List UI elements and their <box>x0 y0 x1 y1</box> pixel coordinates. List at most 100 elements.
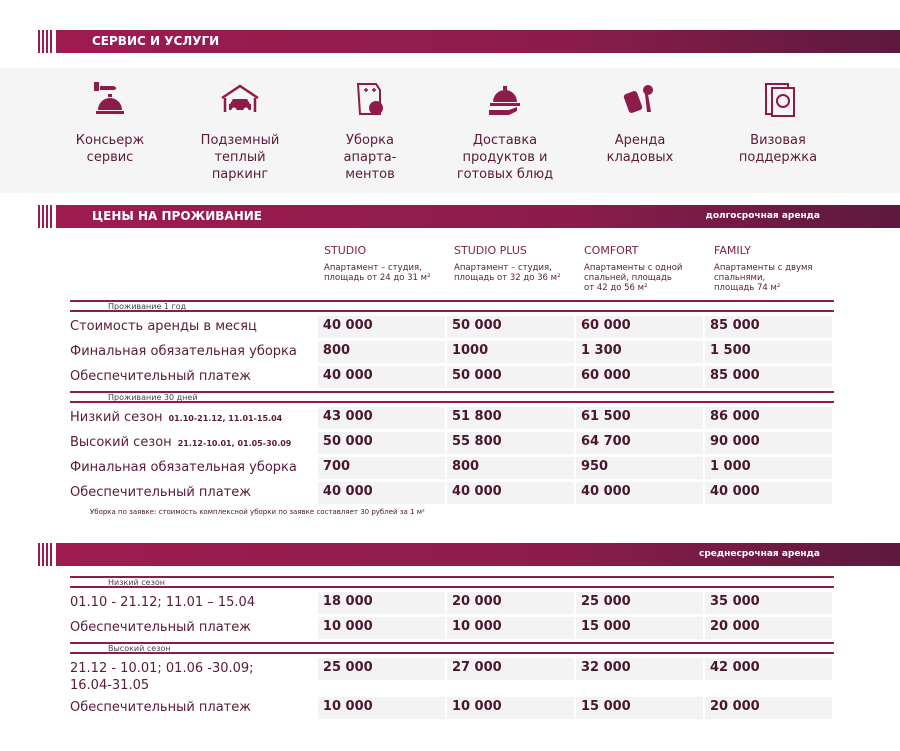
garage-car-icon <box>220 80 260 120</box>
price-cell: 1 000 <box>704 457 832 479</box>
row-label-text: Обеспечительный платеж <box>70 620 251 635</box>
price-cell: 40 000 <box>317 482 445 504</box>
column-header: COMFORT Апартаменты с одной спальней, пло… <box>584 244 709 293</box>
services-title: СЕРВИС И УСЛУГИ <box>92 34 220 48</box>
table-row: Обеспечительный платеж 40 000 50 000 60 000… <box>70 366 834 388</box>
table-row: Финальная обязательная уборка 800 1000 1 30… <box>70 341 834 363</box>
price-cell: 10 000 <box>317 617 445 639</box>
price-cell: 90 000 <box>704 432 832 454</box>
service-storage-key: Аренда кладовых <box>575 80 705 166</box>
apartment-description: Апартаменты с двумя спальнями, площадь 7… <box>714 263 813 293</box>
price-cell: 800 <box>446 457 574 479</box>
passport-icon <box>758 80 798 120</box>
row-label-text: Обеспечительный платеж <box>70 700 251 715</box>
apartment-type: STUDIO <box>324 244 367 257</box>
food-delivery-icon <box>485 80 525 120</box>
price-cell: 85 000 <box>704 316 832 338</box>
row-label: Стоимость аренды в месяц <box>70 316 318 335</box>
price-cell: 50 000 <box>446 366 574 388</box>
price-cell: 20 000 <box>446 592 574 614</box>
mid-term-table: Низкий сезон 01.10 - 21.12; 11.01 – 15.04… <box>70 576 834 722</box>
price-cell: 55 800 <box>446 432 574 454</box>
price-cell: 51 800 <box>446 407 574 429</box>
price-cell: 35 000 <box>704 592 832 614</box>
price-cell: 950 <box>575 457 703 479</box>
row-label-text: 21.12 - 10.01; 01.06 -30.09; 16.04-31.05 <box>70 661 254 693</box>
column-header: FAMILY Апартаменты с двумя спальнями, пло… <box>714 244 839 293</box>
row-label: Обеспечительный платеж <box>70 482 318 501</box>
price-cell: 15 000 <box>575 697 703 719</box>
service-passport: Визовая поддержка <box>713 80 843 166</box>
service-concierge-bell: Консьерж сервис <box>45 80 175 166</box>
price-cell: 800 <box>317 341 445 363</box>
row-label-text: 01.10 - 21.12; 11.01 – 15.04 <box>70 595 256 610</box>
row-label-text: Финальная обязательная уборка <box>70 344 297 359</box>
apartment-description: Апартамент – студия, площадь от 24 до 31… <box>324 263 431 283</box>
group-header: Проживание 1 год <box>70 300 834 312</box>
banner-stripes <box>38 30 52 53</box>
price-cell: 10 000 <box>446 617 574 639</box>
concierge-bell-icon <box>90 80 130 120</box>
column-header: STUDIO PLUS Апартамент – студия, площадь … <box>454 244 579 283</box>
services-banner: СЕРВИС И УСЛУГИ <box>38 30 900 53</box>
banner-stripes <box>38 543 52 566</box>
service-label: Уборка апарта- ментов <box>343 133 397 182</box>
table-row: 01.10 - 21.12; 11.01 – 15.04 18 000 20 000… <box>70 592 834 614</box>
price-cell: 64 700 <box>575 432 703 454</box>
price-cell: 40 000 <box>575 482 703 504</box>
price-cell: 32 000 <box>575 658 703 680</box>
price-cell: 60 000 <box>575 366 703 388</box>
storage-key-icon <box>620 80 660 120</box>
price-cell: 1000 <box>446 341 574 363</box>
season-dates: 01.10-21.12, 11.01-15.04 <box>168 414 283 423</box>
season-dates: 21.12-10.01, 01.05-30.09 <box>177 439 292 448</box>
price-cell: 40 000 <box>446 482 574 504</box>
price-cell: 50 000 <box>446 316 574 338</box>
price-cell: 18 000 <box>317 592 445 614</box>
price-cell: 50 000 <box>317 432 445 454</box>
apartment-description: Апартамент – студия, площадь от 32 до 36… <box>454 263 561 283</box>
apartment-type: STUDIO PLUS <box>454 244 527 257</box>
service-label: Подземный теплый паркинг <box>200 133 280 182</box>
row-label: Обеспечительный платеж <box>70 366 318 385</box>
service-label: Доставка продуктов и готовых блюд <box>456 133 554 182</box>
price-cell: 1 300 <box>575 341 703 363</box>
price-cell: 61 500 <box>575 407 703 429</box>
table-row: Высокий сезон 21.12-10.01, 01.05-30.09 50 … <box>70 432 834 454</box>
price-cell: 1 500 <box>704 341 832 363</box>
price-cell: 25 000 <box>575 592 703 614</box>
price-cell: 85 000 <box>704 366 832 388</box>
long-term-table: Проживание 1 год Стоимость аренды в месяц… <box>70 300 834 516</box>
group-header: Низкий сезон <box>70 576 834 588</box>
table-row: Обеспечительный платеж 10 000 10 000 15 000… <box>70 697 834 719</box>
table-row: Обеспечительный платеж 10 000 10 000 15 000… <box>70 617 834 639</box>
price-cell: 25 000 <box>317 658 445 680</box>
row-label: Высокий сезон 21.12-10.01, 01.05-30.09 <box>70 432 318 452</box>
banner-stripes <box>38 205 52 228</box>
service-label: Консьерж сервис <box>75 133 145 165</box>
price-cell: 15 000 <box>575 617 703 639</box>
row-label: Обеспечительный платеж <box>70 697 318 716</box>
service-garage-car: Подземный теплый паркинг <box>175 80 305 183</box>
apartment-description: Апартаменты с одной спальней, площадь от… <box>584 263 683 293</box>
apartment-type: FAMILY <box>714 244 751 257</box>
service-label: Визовая поддержка <box>738 133 818 165</box>
mid-term-label: среднесрочная аренда <box>699 549 820 559</box>
row-label: Финальная обязательная уборка <box>70 457 318 476</box>
banner-bar <box>56 543 900 566</box>
mid-term-banner: среднесрочная аренда <box>38 543 900 566</box>
row-label: Финальная обязательная уборка <box>70 341 318 360</box>
price-cell: 20 000 <box>704 617 832 639</box>
row-label-text: Обеспечительный платеж <box>70 369 251 384</box>
services-panel: Консьерж сервис Подземный теплый паркинг У… <box>0 68 900 193</box>
price-cell: 40 000 <box>317 366 445 388</box>
apartment-type: COMFORT <box>584 244 639 257</box>
price-cell: 86 000 <box>704 407 832 429</box>
row-label-text: Стоимость аренды в месяц <box>70 319 257 334</box>
service-label: Аренда кладовых <box>606 133 674 165</box>
price-cell: 40 000 <box>317 316 445 338</box>
table-row: Низкий сезон 01.10-21.12, 11.01-15.04 43 0… <box>70 407 834 429</box>
row-label-text: Низкий сезон <box>70 410 163 425</box>
price-cell: 43 000 <box>317 407 445 429</box>
column-header: STUDIO Апартамент – студия, площадь от 24… <box>324 244 449 283</box>
